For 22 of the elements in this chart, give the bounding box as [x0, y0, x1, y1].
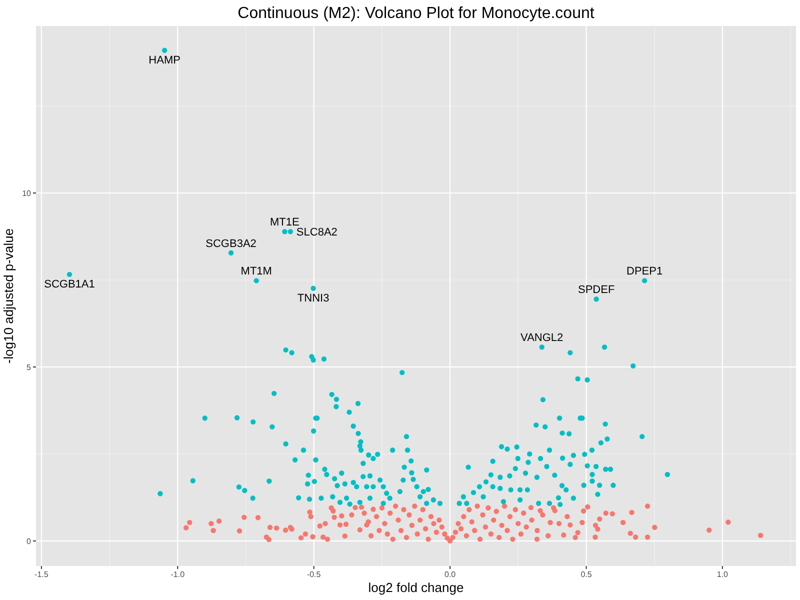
y-tick-label: 5 [26, 362, 32, 372]
y-axis-title: -log10 adjusted p-value [1, 228, 16, 364]
x-tick-label: 0.5 [580, 570, 592, 579]
x-axis-title: log2 fold change [368, 580, 464, 595]
chart-title: Continuous (M2): Volcano Plot for Monocyte.count [238, 5, 595, 22]
x-tick-label: -1.5 [34, 570, 49, 579]
y-tick-label: 10 [22, 189, 32, 198]
annotation: MT1M [240, 266, 272, 278]
annotation: VANGL2 [520, 332, 564, 344]
x-tick-label: -1.0 [170, 570, 186, 579]
annotation: MT1E [270, 216, 300, 229]
annotation: SLC8A2 [296, 226, 338, 239]
annotation: HAMP [148, 54, 180, 66]
annotation: SCGB1A1 [44, 278, 95, 290]
x-tick-label: 0.0 [444, 570, 456, 579]
annotation: TNNI3 [297, 292, 330, 304]
x-tick-label: -0.5 [306, 570, 322, 579]
y-tick-label: 0 [26, 536, 32, 546]
x-tick-label: 1.0 [716, 570, 729, 579]
annotation: SCGB3A2 [206, 238, 256, 250]
annotation: DPEP1 [626, 266, 663, 278]
annotation: SPDEF [578, 284, 615, 296]
